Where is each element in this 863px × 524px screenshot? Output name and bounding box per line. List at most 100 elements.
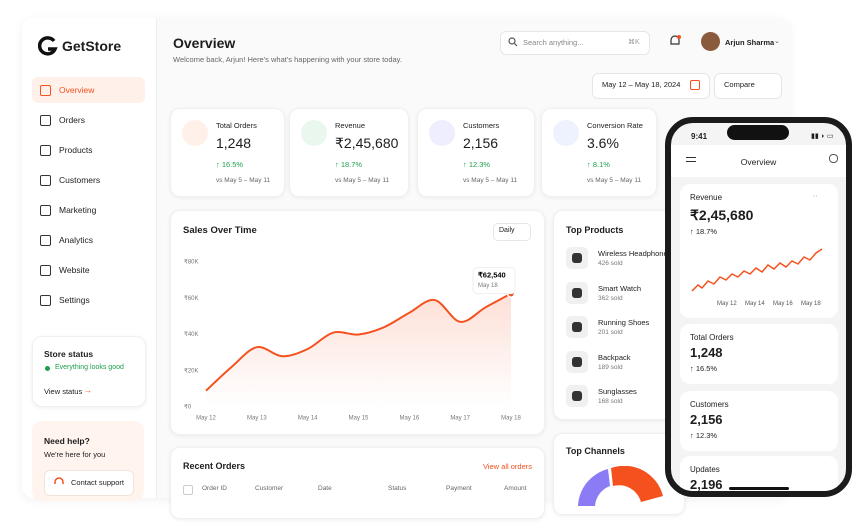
phone-card-value: 1,248 xyxy=(690,345,723,360)
page-subtitle: Welcome back, Arjun! Here's what's happe… xyxy=(173,55,402,64)
kpi-change: ↑ 18.7% xyxy=(335,160,363,169)
calendar-icon xyxy=(690,80,700,90)
kpi-icon xyxy=(553,120,579,146)
product-sold: 189 sold xyxy=(598,363,623,371)
nav-icon xyxy=(40,235,51,246)
phone-date: May 18 xyxy=(801,301,821,307)
nav-icon xyxy=(40,265,51,276)
phone-revenue-change: ↑ 18.7% xyxy=(690,227,718,236)
kpi-period: vs May 5 – May 11 xyxy=(587,177,642,184)
granularity[interactable]: Daily xyxy=(499,227,515,234)
brand: GetStore xyxy=(62,38,122,54)
compare[interactable]: Compare xyxy=(724,80,755,89)
phone-mini-chart xyxy=(691,248,823,292)
store-status: Everything looks good xyxy=(55,364,124,371)
phone-card-label: Total Orders xyxy=(690,333,734,342)
phone-revenue-card xyxy=(680,184,838,318)
phone: 9:41 ▮▮ ◗ ▭ Overview Revenue ₹2,45,680 ↑… xyxy=(665,117,852,497)
top-channels-title: Top Channels xyxy=(566,446,625,456)
nav-item[interactable]: Orders xyxy=(59,115,85,125)
menu-icon[interactable] xyxy=(686,157,696,162)
nav-icon xyxy=(40,295,51,306)
search-placeholder: Search anything... xyxy=(523,38,584,47)
contact-support[interactable]: Contact support xyxy=(71,478,124,487)
y-tick-label: ₹40K xyxy=(184,331,199,338)
chevron: ⌄ xyxy=(774,38,780,45)
user-name[interactable]: Arjun Sharma xyxy=(725,38,775,47)
store-status-card xyxy=(32,336,146,407)
product-name: Wireless Headphones xyxy=(598,249,672,258)
sales-chart: ₹0 ₹20K ₹40K ₹60K ₹80K May 12 May 13 May 14 May … xyxy=(184,259,521,422)
top-channels-card: Top Channels xyxy=(553,433,685,515)
kpi-icon xyxy=(182,120,208,146)
notch xyxy=(727,125,789,140)
kpi-value: ₹2,45,680 xyxy=(335,135,399,151)
x-tick-label: May 14 xyxy=(298,416,318,422)
nav-item[interactable]: Overview xyxy=(59,85,95,95)
x-tick-label: May 13 xyxy=(247,416,267,422)
kpi-change: ↑ 16.5% xyxy=(216,160,244,169)
checkbox[interactable] xyxy=(183,485,193,495)
granularity-select[interactable] xyxy=(493,223,531,241)
phone-revenue-label: Revenue xyxy=(690,193,723,202)
line xyxy=(205,292,512,392)
product-glyph xyxy=(572,253,582,263)
kpi-title: Conversion Rate xyxy=(587,121,643,130)
column-header: Status xyxy=(388,485,407,492)
kpi-icon xyxy=(301,120,327,146)
product-name: Smart Watch xyxy=(598,283,642,293)
product-sold: 426 sold xyxy=(598,260,623,267)
view-status[interactable]: View status xyxy=(44,387,83,396)
kpi-title: Total Orders xyxy=(216,121,257,130)
product-glyph xyxy=(572,391,582,401)
kpi-period: vs May 5 – May 11 xyxy=(335,177,390,184)
phone-card xyxy=(680,324,838,384)
product-glyph xyxy=(572,322,582,332)
x-tick-label: May 12 xyxy=(196,416,216,422)
kpi-title: Customers xyxy=(463,121,500,130)
nav-item[interactable]: Products xyxy=(59,145,93,155)
product-sold: 168 sold xyxy=(598,398,623,405)
kpi-value: 1,248 xyxy=(216,135,252,151)
column-header: Date xyxy=(318,485,332,492)
bell-icon[interactable] xyxy=(668,34,682,48)
nav-item[interactable]: Settings xyxy=(59,295,90,305)
column-header: Customer xyxy=(255,485,284,492)
help-title: Need help? xyxy=(44,436,90,446)
y-tick-label: ₹0 xyxy=(184,404,192,411)
page-title: Overview xyxy=(173,35,236,51)
product-glyph xyxy=(572,287,582,298)
arrow-icon: → xyxy=(84,386,92,395)
view-all-orders[interactable]: View all orders xyxy=(482,462,532,471)
user-icon[interactable] xyxy=(829,154,838,163)
phone-card-change: ↑ 16.5% xyxy=(690,364,718,373)
headset-icon xyxy=(54,477,64,484)
date-range[interactable]: May 12 – May 18, 2024 xyxy=(602,80,681,89)
phone-date: May 14 xyxy=(745,301,765,307)
phone-time: 9:41 xyxy=(691,132,708,141)
nav-icon xyxy=(40,85,51,96)
search-icon xyxy=(508,37,518,47)
phone-card-change: ↑ 12.3% xyxy=(690,431,718,440)
kpi-change: ↑ 8.1% xyxy=(587,160,610,169)
kpi-period: vs May 5 – May 11 xyxy=(216,177,271,184)
nav-icon xyxy=(40,205,51,216)
top-products-title: Top Products xyxy=(566,225,624,235)
nav-item[interactable]: Website xyxy=(59,265,90,275)
phone-card-label: Updates xyxy=(690,465,720,474)
status-icons: ▮▮ ◗ ▭ xyxy=(811,133,834,140)
compare-button[interactable] xyxy=(714,73,782,99)
nav-item[interactable]: Customers xyxy=(59,175,101,185)
contact-button[interactable] xyxy=(44,470,134,496)
phone-card-label: Customers xyxy=(690,400,729,409)
nav-icon xyxy=(40,145,51,156)
avatar[interactable] xyxy=(701,32,720,51)
search-box[interactable] xyxy=(500,31,650,55)
phone-date: May 16 xyxy=(773,301,793,307)
product-sold: 201 sold xyxy=(598,329,623,336)
kpi-title: Revenue xyxy=(335,121,366,130)
nav-item[interactable]: Marketing xyxy=(59,205,97,215)
more-icon[interactable]: ·· xyxy=(813,193,818,200)
nav-item[interactable]: Analytics xyxy=(59,235,94,245)
x-tick-label: May 16 xyxy=(399,416,419,422)
